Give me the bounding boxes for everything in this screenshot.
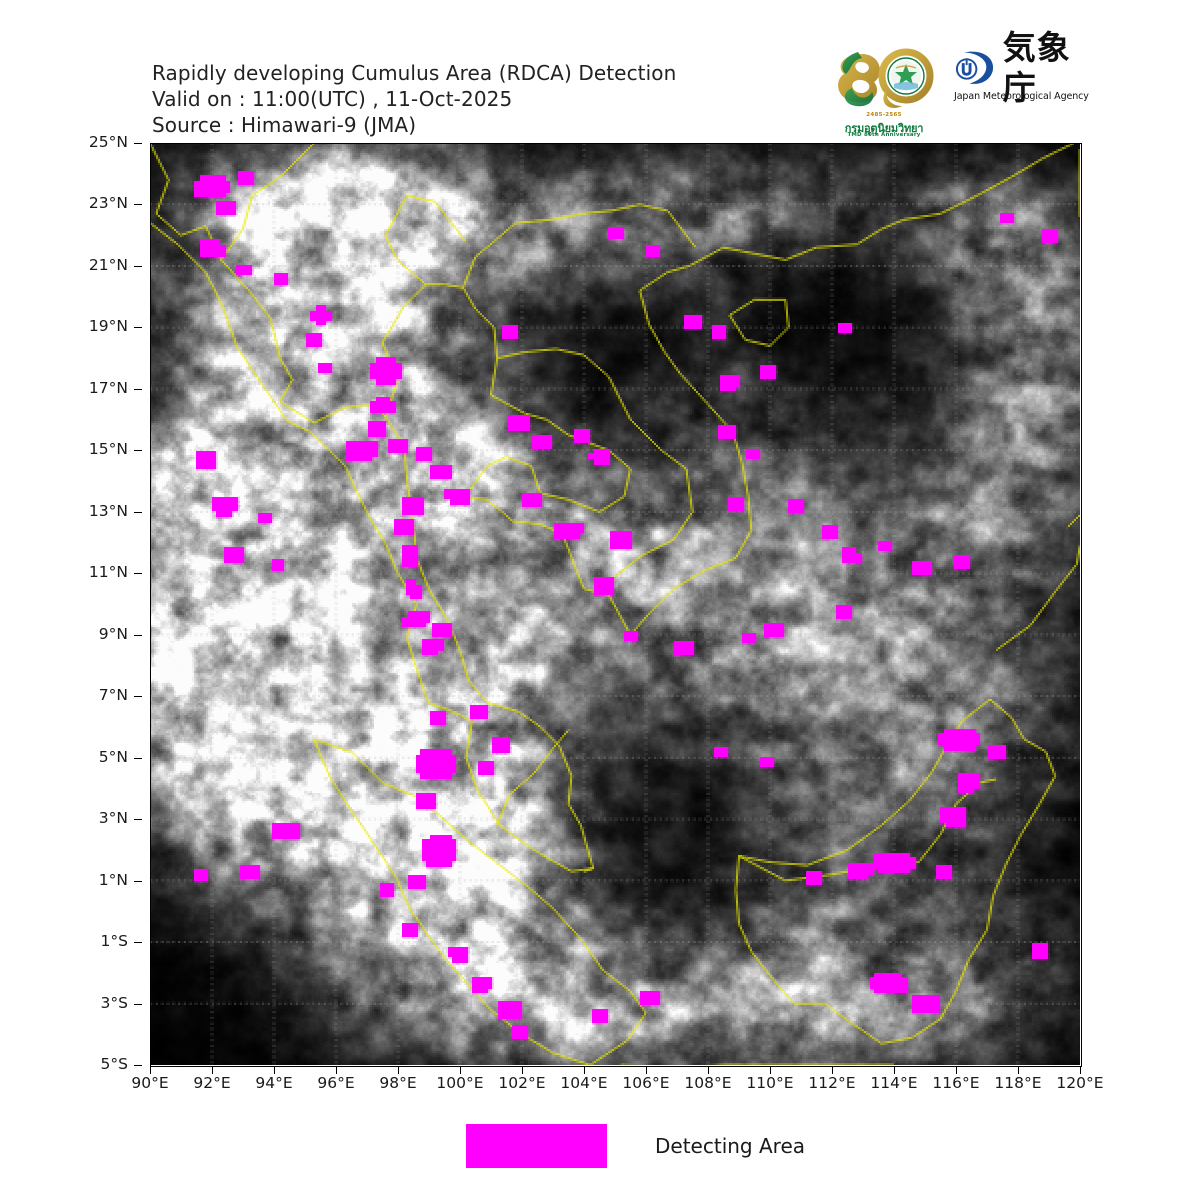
legend-swatch-detecting-area: [466, 1124, 607, 1168]
source-line: Source : Himawari-9 (JMA): [152, 113, 417, 137]
y-tick-label: 7°N: [98, 686, 128, 705]
tmd-years: 2485-2565: [866, 112, 902, 118]
jma-logo-row: 気象庁: [954, 28, 1102, 107]
y-tick-label: 11°N: [88, 563, 128, 582]
y-tick-label: 17°N: [88, 378, 128, 397]
y-tick-mark: [134, 819, 142, 821]
x-tick-label: 114°E: [870, 1074, 918, 1092]
y-tick-label: 23°N: [88, 194, 128, 213]
y-tick-label: 25°N: [88, 133, 128, 151]
x-tick-label: 116°E: [932, 1074, 980, 1092]
x-axis: 90°E 92°E 94°E 96°E 98°E 100°E 102°E 104°E 106°E…: [131, 1066, 1104, 1106]
x-tick-label: 102°E: [498, 1074, 546, 1092]
x-tick-mark: [770, 1066, 771, 1074]
jma-kanji-text: 気象庁: [1002, 28, 1071, 107]
tmd-thai-name: กรมอุตุนิยมวิทยา: [844, 122, 924, 135]
y-tick-label: 5°N: [98, 747, 128, 766]
x-tick-mark: [274, 1066, 275, 1074]
y-tick-mark: [134, 942, 142, 944]
x-tick-label: 110°E: [746, 1074, 794, 1092]
y-tick-mark: [134, 204, 142, 206]
legend-label-detecting-area: Detecting Area: [655, 1134, 805, 1158]
y-tick-label: 3°N: [98, 809, 128, 828]
x-tick-label: 112°E: [808, 1074, 856, 1092]
rdca-map-canvas[interactable]: [150, 143, 1080, 1065]
y-tick-mark: [134, 265, 142, 267]
y-tick-mark: [134, 634, 142, 636]
y-tick-mark: [134, 696, 142, 698]
x-tick-mark: [708, 1066, 709, 1074]
x-tick-mark: [956, 1066, 957, 1074]
y-tick-mark: [134, 757, 142, 759]
x-tick-mark: [646, 1066, 647, 1074]
y-tick-mark: [134, 511, 142, 513]
x-tick-mark: [1080, 1066, 1081, 1074]
y-tick-label: 13°N: [88, 501, 128, 520]
x-tick-label: 118°E: [994, 1074, 1042, 1092]
y-tick-label: 9°N: [98, 624, 128, 643]
y-tick-label: 1°S: [100, 932, 128, 951]
x-tick-label: 104°E: [560, 1074, 608, 1092]
y-tick-mark: [134, 327, 142, 329]
title-block: Rapidly developing Cumulus Area (RDCA) D…: [152, 60, 676, 138]
logo-group: 2485-2565 กรมอุตุนิยมวิทยา TMD 80th Anni…: [828, 28, 1102, 140]
jma-subtitle: Japan Meteorological Agency: [954, 91, 1089, 102]
x-tick-label: 98°E: [379, 1074, 417, 1092]
x-tick-label: 100°E: [436, 1074, 484, 1092]
satellite-map-plot[interactable]: [150, 143, 1082, 1067]
valid-time-line: Valid on : 11:00(UTC) , 11-Oct-2025: [152, 87, 513, 111]
y-tick-label: 19°N: [88, 317, 128, 336]
tmd-80-icon: [838, 48, 934, 109]
page-header: Rapidly developing Cumulus Area (RDCA) D…: [0, 0, 1200, 143]
x-tick-label: 90°E: [131, 1074, 169, 1092]
page-title: Rapidly developing Cumulus Area (RDCA) D…: [152, 61, 677, 85]
y-tick-label: 5°S: [100, 1055, 128, 1073]
y-tick-mark: [134, 450, 142, 452]
x-tick-mark: [894, 1066, 895, 1074]
y-tick-label: 21°N: [88, 255, 128, 274]
x-tick-mark: [522, 1066, 523, 1074]
y-tick-mark: [134, 143, 142, 144]
x-tick-mark: [150, 1066, 151, 1074]
x-tick-label: 108°E: [684, 1074, 732, 1092]
jma-logo: 気象庁 Japan Meteorological Agency: [954, 28, 1102, 108]
x-tick-mark: [460, 1066, 461, 1074]
jma-mark-icon: [955, 51, 994, 84]
x-tick-mark: [1018, 1066, 1019, 1074]
tmd-logo: 2485-2565 กรมอุตุนิยมวิทยา TMD 80th Anni…: [828, 46, 940, 140]
x-tick-mark: [832, 1066, 833, 1074]
x-tick-label: 94°E: [255, 1074, 293, 1092]
y-tick-label: 3°S: [100, 993, 128, 1012]
legend: Detecting Area: [466, 1124, 805, 1168]
y-tick-label: 1°N: [98, 870, 128, 889]
x-tick-label: 106°E: [622, 1074, 670, 1092]
x-tick-mark: [398, 1066, 399, 1074]
y-tick-mark: [134, 1003, 142, 1005]
x-tick-label: 120°E: [1056, 1074, 1104, 1092]
y-tick-mark: [134, 388, 142, 390]
x-tick-mark: [212, 1066, 213, 1074]
y-tick-mark: [134, 573, 142, 575]
x-tick-label: 92°E: [193, 1074, 231, 1092]
x-tick-label: 96°E: [317, 1074, 355, 1092]
y-tick-mark: [134, 1065, 142, 1066]
y-axis: 25°N 23°N 21°N 19°N 17°N 15°N 13°N 11°N 9°N 7°N 5°…: [60, 133, 142, 1073]
x-tick-mark: [584, 1066, 585, 1074]
y-tick-label: 15°N: [88, 440, 128, 459]
tmd-anniversary-text: TMD 80th Anniversary: [847, 132, 921, 138]
y-tick-mark: [134, 880, 142, 882]
x-tick-mark: [336, 1066, 337, 1074]
